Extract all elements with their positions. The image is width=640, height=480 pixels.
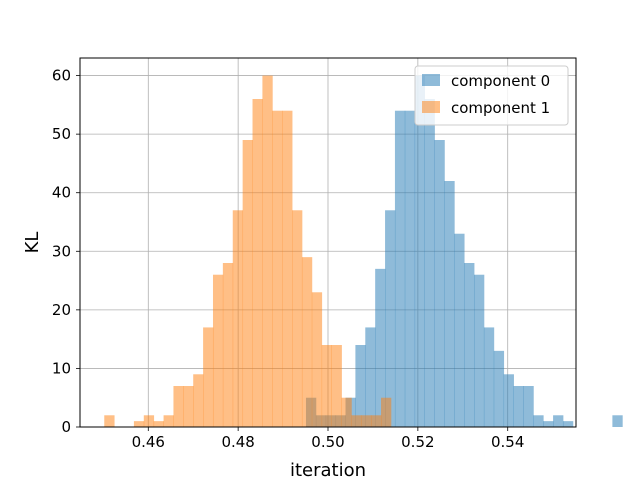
x-tick-label: 0.50: [311, 433, 344, 451]
histogram-bar-component-0: [444, 181, 455, 427]
x-tick-label: 0.46: [132, 433, 165, 451]
histogram-bar-component-1: [262, 75, 273, 428]
histogram-bar-component-1: [104, 415, 115, 427]
histogram-bar-component-0: [365, 327, 376, 427]
histogram-bar-component-0: [513, 386, 524, 427]
histogram-bar-component-1: [153, 421, 164, 427]
histogram-bar-component-1: [272, 110, 283, 427]
y-tick-label: 10: [52, 359, 71, 377]
histogram-bar-component-0: [464, 263, 475, 427]
histogram-bar-component-1: [173, 386, 184, 427]
histogram-bar-component-1: [301, 257, 313, 427]
histogram-bar-component-1: [371, 415, 382, 427]
y-tick-label: 0: [61, 418, 71, 436]
histogram-bar-component-0: [375, 268, 386, 427]
histogram-bar-component-0: [414, 75, 425, 428]
x-tick-label: 0.52: [401, 433, 434, 451]
legend-swatch-component-1: [422, 101, 440, 113]
histogram-bar-component-1: [133, 421, 145, 427]
histogram-bar-component-0: [543, 421, 554, 427]
histogram-bar-component-1: [183, 386, 194, 427]
histogram-bar-component-0: [355, 345, 366, 427]
histogram-bar-component-0: [553, 415, 564, 427]
histogram-bar-component-0: [404, 110, 416, 427]
histogram-bar-component-1: [242, 140, 253, 427]
histogram-bar-component-1: [193, 374, 204, 427]
histogram-bar-component-1: [252, 99, 263, 427]
histogram-bar-component-0: [493, 350, 505, 427]
y-tick-label: 40: [52, 184, 71, 202]
histogram-bar-component-1: [143, 415, 155, 427]
histogram-bar-component-1: [341, 397, 352, 427]
histogram-bar-component-0: [474, 274, 485, 427]
histogram-bar-component-1: [381, 397, 392, 427]
histogram-bar-component-1: [163, 415, 174, 427]
histogram-bar-component-1: [351, 415, 362, 427]
histogram-bar-component-1: [321, 345, 332, 427]
histogram-bar-component-1: [222, 263, 234, 427]
histogram-bar-component-0: [612, 415, 623, 427]
histogram-bar-component-1: [203, 327, 214, 427]
histogram-bar-component-0: [503, 374, 514, 427]
histogram-bars: [104, 75, 623, 428]
histogram-bar-component-0: [434, 140, 445, 427]
histogram-bar-component-0: [523, 386, 534, 427]
histogram-bar-component-0: [385, 210, 396, 427]
histogram-bar-component-0: [533, 415, 544, 427]
histogram-bar-component-0: [454, 233, 465, 427]
x-tick-label: 0.48: [221, 433, 254, 451]
histogram-bar-component-0: [483, 327, 495, 427]
histogram-bar-component-1: [282, 110, 293, 427]
legend: component 0 component 1: [414, 65, 569, 126]
histogram-bar-component-1: [232, 210, 244, 427]
x-axis-label: iteration: [290, 460, 366, 480]
y-tick-label: 30: [52, 242, 71, 260]
x-tick-label: 0.54: [491, 433, 524, 451]
y-axis-label: KL: [22, 232, 43, 254]
histogram-bar-component-0: [562, 421, 574, 427]
y-tick-label: 20: [52, 301, 71, 319]
y-tick-label: 60: [52, 67, 71, 85]
histogram-bar-component-1: [311, 292, 323, 427]
histogram-bar-component-1: [212, 274, 224, 427]
histogram-bar-component-1: [292, 210, 303, 427]
y-tick-label: 50: [52, 125, 71, 143]
legend-label-component-0: component 0: [451, 72, 550, 90]
legend-label-component-1: component 1: [451, 99, 550, 117]
histogram-bar-component-1: [361, 415, 372, 427]
legend-box: [414, 65, 569, 126]
histogram-bar-component-0: [424, 99, 435, 427]
legend-swatch-component-0: [422, 74, 440, 86]
axis-ticks: 0.46 0.48 0.50 0.52 0.54 0 10 20 30 40 50 60: [52, 67, 525, 451]
histogram-bar-component-1: [331, 345, 342, 427]
histogram-bar-component-0: [394, 110, 406, 427]
